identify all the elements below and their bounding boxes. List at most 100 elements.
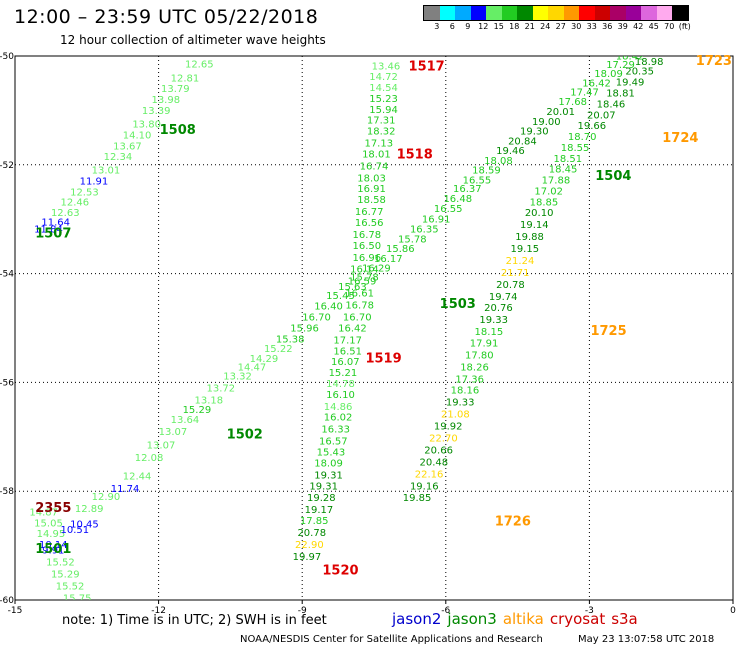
data-point-label: 13.64 — [171, 415, 200, 426]
data-point-label: 19.33 — [479, 315, 508, 326]
color-swatch — [610, 6, 626, 20]
color-scale-label: 70 — [664, 22, 675, 31]
data-point-label: 20.35 — [625, 67, 654, 78]
data-point-label: 18.85 — [530, 197, 559, 208]
data-point-label: 19.31 — [309, 481, 338, 492]
data-point-label: 18.58 — [357, 195, 386, 206]
data-point-label: 13.46 — [372, 61, 401, 72]
data-point-label: 15.43 — [317, 448, 346, 459]
data-point-label: 13.72 — [207, 383, 236, 394]
data-point-label: 12.46 — [61, 197, 90, 208]
data-point-label: 12.90 — [92, 492, 121, 503]
color-scale-label: 39 — [617, 22, 628, 31]
data-point-label: 16.51 — [333, 346, 362, 357]
color-scale-label: 42 — [633, 22, 644, 31]
color-scale-label: 15 — [493, 22, 504, 31]
data-point-label: 12.89 — [75, 504, 104, 515]
data-point-label: 15.52 — [46, 557, 75, 568]
satellite-legend: jason2 jason3 altika cryosat s3a — [392, 610, 644, 628]
data-point-label: 18.08 — [484, 156, 513, 167]
color-scale-bar — [423, 5, 689, 21]
data-point-label: 20.76 — [484, 303, 513, 314]
data-point-label: 16.70 — [343, 313, 372, 324]
data-point-label: 16.74 — [360, 161, 389, 172]
y-tick-label: -54 — [0, 270, 14, 280]
data-point-label: 17.36 — [455, 375, 484, 386]
color-scale-label: 30 — [571, 22, 582, 31]
pass-number-label: 1502 — [227, 428, 263, 443]
data-point-label: 15.21 — [329, 368, 358, 379]
data-point-label: 18.51 — [554, 154, 583, 165]
data-point-label: 13.67 — [113, 141, 142, 152]
data-point-label: 15.45 — [326, 291, 355, 302]
data-point-label: 15.05 — [34, 518, 63, 529]
data-point-label: 16.10 — [326, 390, 355, 401]
pass-number-label: 1723 — [696, 54, 732, 69]
data-point-label: 15.22 — [264, 344, 293, 355]
data-point-label: 19.15 — [510, 244, 539, 255]
data-point-label: 9.91 — [42, 545, 64, 556]
data-point-label: 22.16 — [415, 469, 444, 480]
pass-number-label: 1519 — [365, 351, 401, 366]
data-point-label: 19.28 — [307, 493, 336, 504]
data-point-label: 15.86 — [386, 244, 415, 255]
pass-number-label: 1520 — [322, 564, 358, 579]
pass-number-label: 2355 — [35, 501, 71, 516]
data-point-label: 16.78 — [352, 230, 381, 241]
color-swatch — [579, 6, 595, 20]
pass-number-label: 1726 — [495, 515, 531, 530]
data-point-label: 16.40 — [314, 302, 343, 313]
data-point-label: 18.03 — [357, 173, 386, 184]
y-tick-label: -58 — [0, 487, 14, 497]
color-swatch — [486, 6, 502, 20]
data-point-label: 16.61 — [345, 289, 374, 300]
chart-title: 12:00 – 23:59 UTC 05/22/2018 — [14, 6, 319, 28]
color-swatch — [501, 6, 517, 20]
data-point-label: 13.80 — [132, 120, 161, 131]
color-swatch — [594, 6, 610, 20]
data-point-label: 15.75 — [63, 593, 92, 604]
data-point-label: 13.98 — [151, 95, 180, 106]
legend-item: s3a — [611, 610, 638, 628]
legend-item: cryosat — [549, 610, 606, 628]
data-point-label: 16.42 — [582, 79, 611, 90]
data-point-label: 14.78 — [326, 379, 355, 390]
data-point-label: 15.29 — [183, 405, 212, 416]
data-point-label: 16.70 — [302, 313, 331, 324]
data-point-label: 16.59 — [348, 277, 377, 288]
pass-number-label: 1508 — [160, 123, 196, 138]
color-scale-label: 6 — [449, 22, 455, 31]
footer-credit: NOAA/NESDIS Center for Satellite Applica… — [240, 634, 543, 645]
data-point-label: 19.49 — [616, 78, 645, 89]
data-point-label: 17.88 — [542, 176, 571, 187]
data-point-label: 13.18 — [195, 395, 224, 406]
data-point-label: 18.01 — [362, 149, 391, 160]
data-point-label: 20.07 — [587, 110, 616, 121]
data-point-label: 18.42 — [616, 52, 645, 63]
color-swatch — [517, 6, 533, 20]
data-point-label: 13.01 — [92, 166, 121, 177]
data-point-label: 16.57 — [319, 437, 348, 448]
color-scale-label: 9 — [465, 22, 471, 31]
data-point-label: 16.14 — [350, 265, 379, 276]
color-scale-label: 27 — [555, 22, 566, 31]
data-point-label: 18.15 — [475, 327, 504, 338]
data-point-label: 15.29 — [51, 569, 80, 580]
data-point-label: 16.42 — [338, 324, 367, 335]
pass-number-label: 1518 — [397, 147, 433, 162]
data-point-label: 18.09 — [594, 69, 623, 80]
y-tick-label: -52 — [0, 161, 14, 171]
data-point-label: 14.86 — [324, 402, 353, 413]
data-point-label: 12.63 — [51, 208, 80, 219]
data-point-label: 10.51 — [61, 525, 90, 536]
data-point-label: 16.77 — [355, 207, 384, 218]
x-tick-label: -3 — [585, 606, 594, 616]
data-point-label: 12.53 — [70, 188, 99, 199]
data-point-label: 20.66 — [424, 445, 453, 456]
data-point-label: 17.02 — [534, 186, 563, 197]
color-swatch — [532, 6, 548, 20]
data-point-label: 18.35 — [628, 44, 657, 55]
data-point-label: 17.68 — [558, 97, 587, 108]
data-point-label: 11.84 — [34, 224, 63, 235]
data-point-label: 16.37 — [453, 184, 482, 195]
